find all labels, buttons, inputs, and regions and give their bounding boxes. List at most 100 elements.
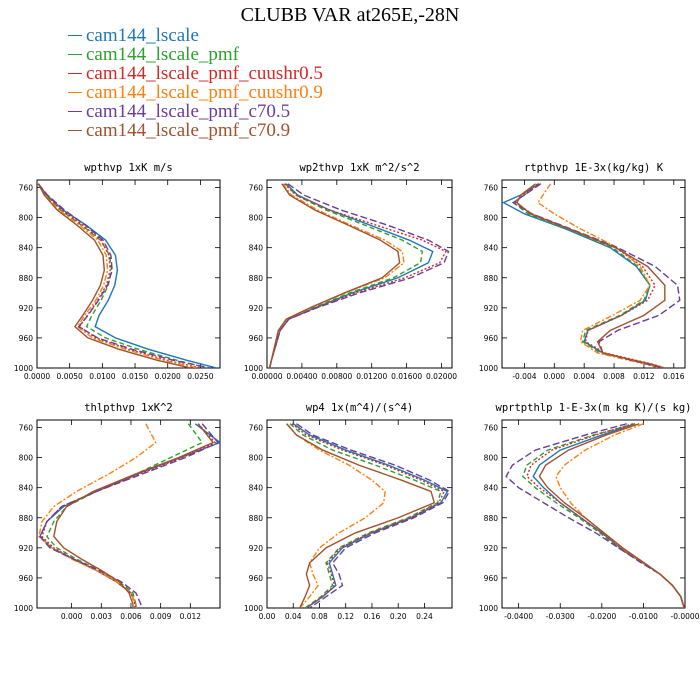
x-tick-label: 0.04 [285,612,302,621]
series-line [291,423,446,608]
y-tick-label: 760 [19,184,34,193]
y-tick-label: 960 [484,574,499,583]
series-line [538,423,685,608]
legend-item: cam144_lscale [68,26,323,45]
series-line [37,183,191,368]
chart-panel: wp4 1x(m^4)/(s^4) 0.00 0.04 0.08 0.12 0.16 0.2… [244,402,453,621]
x-tick-label: 0.016 [663,372,685,381]
y-tick-label: 760 [249,424,264,433]
y-tick-label: 800 [249,454,264,463]
y-tick-label: 880 [484,274,499,283]
legend-swatch [68,92,82,94]
panel-title: rtpthvp 1E-3x(kg/kg) K [524,162,664,174]
y-tick-label: 880 [19,274,34,283]
x-tick-label: 0.00 [259,612,276,621]
y-tick-label: 920 [249,304,264,313]
panel-title: wprtpthlp 1-E-3x(m kg K)/(s kg) [496,402,692,414]
plot-frame [36,179,221,369]
panel-title: thlpthvp 1xK^2 [84,402,173,414]
legend-item: cam144_lscale_pmf_cuushr0.5 [68,64,323,83]
series-line [37,183,211,368]
plot-frame [36,419,221,609]
series-line [38,423,157,608]
y-tick-label: 880 [249,274,264,283]
legend-label: cam144_lscale_pmf_cuushr0.9 [86,82,323,103]
series-line [41,423,217,608]
legend-label: cam144_lscale_pmf_cuushr0.5 [86,63,323,84]
x-tick-label: -0.0000 [671,612,700,621]
x-tick-label: 0.0000 [24,372,50,381]
x-tick-label: 0.02000 [426,372,457,381]
plot-frame [501,419,686,609]
series-line [296,423,451,608]
series-line [289,423,442,608]
y-tick-label: 800 [484,214,499,223]
x-tick-label: 0.00400 [286,372,317,381]
plot-frame [266,179,453,369]
x-tick-label: 0.12 [337,612,354,621]
y-tick-label: 1000 [479,604,498,613]
series-line [53,423,215,608]
x-tick-label: 0.08 [311,612,328,621]
series-line [268,183,450,368]
legend-item: cam144_lscale_pmf_c70.5 [68,102,323,121]
x-tick-label: 0.003 [91,612,113,621]
y-tick-label: 960 [19,574,34,583]
y-tick-label: 840 [484,484,499,493]
y-tick-label: 960 [249,334,264,343]
y-tick-label: 840 [19,244,34,253]
legend-swatch [68,130,82,132]
series-line [516,183,666,368]
series-line [521,423,685,608]
series-line [39,423,220,608]
y-tick-label: 920 [484,304,499,313]
plot-frame [266,419,453,609]
chart-panel: rtpthvp 1E-3x(kg/kg) K -0.004 0.000 0.004 0.… [479,162,686,381]
legend-swatch [68,73,82,75]
y-tick-label: 840 [249,484,264,493]
figure-title: CLUBB VAR at265E,-28N [240,4,460,26]
x-tick-label: 0.008 [603,372,625,381]
legend-label: cam144_lscale [86,25,199,46]
legend-swatch [68,54,82,56]
x-tick-label: 0.01600 [391,372,422,381]
y-tick-label: 880 [19,514,34,523]
series-line [555,423,685,608]
x-tick-label: -0.0100 [629,612,658,621]
chart-panel: thlpthvp 1xK^2 0.000 0.003 0.006 0.009 0.012 7… [14,402,221,621]
legend-swatch [68,35,82,37]
x-tick-label: 0.0100 [89,372,115,381]
y-tick-label: 840 [249,244,264,253]
x-tick-label: 0.0050 [57,372,83,381]
x-tick-label: 0.012 [633,372,655,381]
series-line [514,183,666,368]
y-tick-label: 920 [484,544,499,553]
x-tick-label: 0.01200 [356,372,387,381]
panel-title: wpthvp 1xK m/s [84,162,173,174]
y-tick-label: 960 [249,574,264,583]
y-tick-label: 1000 [14,364,33,373]
y-tick-label: 880 [484,514,499,523]
y-tick-label: 920 [19,304,34,313]
legend-swatch [68,111,82,113]
series-line [286,423,386,608]
legend-label: cam144_lscale_pmf_c70.9 [86,120,291,141]
y-tick-label: 920 [249,544,264,553]
x-tick-label: 0.012 [180,612,202,621]
series-line [505,423,685,608]
y-tick-label: 800 [19,214,34,223]
chart-panel: wpthvp 1xK m/s 0.0000 0.0050 0.0100 0.0150 0.… [14,162,221,381]
series-line [286,423,436,608]
y-tick-label: 1000 [244,364,263,373]
series-line [532,423,685,608]
y-tick-label: 760 [19,424,34,433]
series-line [292,423,449,608]
legend-label: cam144_lscale_pmf [86,44,240,65]
x-tick-label: 0.24 [416,612,433,621]
series-line [37,183,198,368]
x-tick-label: -0.004 [512,372,536,381]
series-line [526,423,685,608]
series-line [268,183,424,368]
x-tick-label: 0.000 [61,612,83,621]
